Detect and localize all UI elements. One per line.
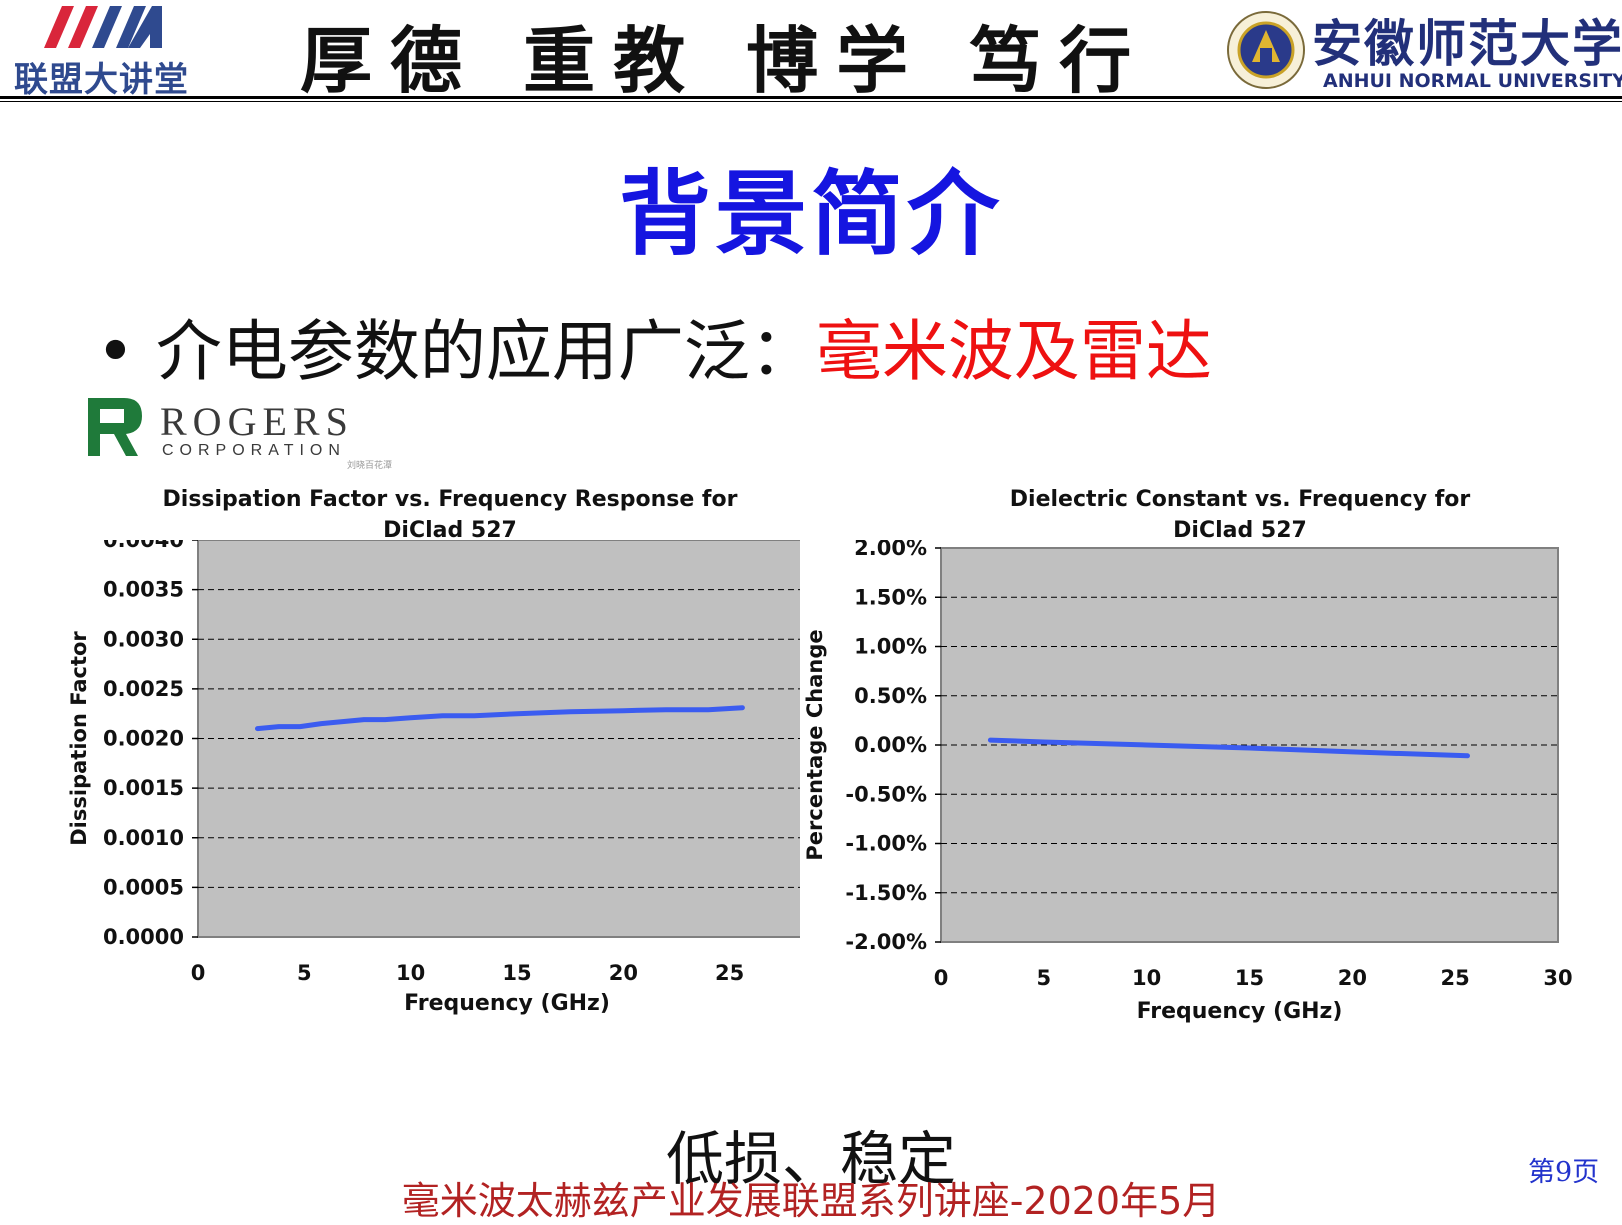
chart1-y-tick-label: 0.0035 bbox=[103, 578, 184, 602]
chart2-y-tick-label: 0.50% bbox=[854, 684, 927, 708]
chart2-title-line1: Dielectric Constant vs. Frequency for bbox=[1009, 487, 1471, 512]
chart2-series-line bbox=[987, 737, 1470, 759]
rogers-logo-icon bbox=[88, 398, 142, 457]
chart2-y-tick-label: -1.00% bbox=[845, 832, 927, 856]
chart2-y-tick-label: 0.00% bbox=[854, 733, 927, 757]
page-number: 第9页 bbox=[1528, 1157, 1600, 1188]
chart1-x-tick-label: 10 bbox=[396, 961, 425, 985]
chart2-y-tick-label: -0.50% bbox=[845, 782, 927, 806]
org-name: 联盟大讲堂 bbox=[14, 60, 189, 100]
chart2-x-tick-label: 0 bbox=[934, 966, 949, 990]
chart1-x-tick-label: 15 bbox=[502, 961, 531, 985]
footer-series: 毫米波太赫兹产业发展联盟系列讲座-2020年5月 bbox=[401, 1179, 1221, 1223]
chart2-y-tick-label: 1.00% bbox=[854, 635, 927, 659]
bullet-dot-icon: • bbox=[96, 313, 156, 390]
chart2-x-tick-label: 5 bbox=[1037, 966, 1052, 990]
university-seal-icon bbox=[1227, 11, 1305, 89]
chart2-y-axis-label: Percentage Change bbox=[803, 629, 827, 860]
chart2-x-tick-label: 25 bbox=[1441, 966, 1470, 990]
bottom-note: 低损、稳定 bbox=[665, 1125, 956, 1193]
chart1-x-tick-label: 0 bbox=[191, 961, 206, 985]
chart2-y-tick-label: -2.00% bbox=[845, 930, 927, 954]
chart2-y-tick-label: -1.50% bbox=[845, 881, 927, 905]
chart1-x-axis-label: Frequency (GHz) bbox=[404, 991, 610, 1016]
chart1-plot: 0.0040 0.0035 0.0030 0.0025 0.0020 0.0015 0.00… bbox=[67, 540, 800, 1016]
bullet-highlight: 毫米波及雷达 bbox=[815, 313, 1212, 390]
bullet-point: • 介电参数的应用广泛：毫米波及雷达 bbox=[96, 298, 1212, 394]
chart2-x-tick-label: 15 bbox=[1235, 966, 1264, 990]
chart1-title: Dissipation Factor vs. Frequency Respons… bbox=[150, 484, 750, 546]
chart1-title-line2: DiClad 527 bbox=[383, 518, 517, 543]
chart1-title-line1: Dissipation Factor vs. Frequency Respons… bbox=[162, 487, 738, 512]
chart1-y-tick-label: 0.0030 bbox=[103, 627, 184, 651]
university-name-en: ANHUI NORMAL UNIVERSITY bbox=[1323, 70, 1622, 92]
chart2-plot: 2.00% 1.50% 1.00% 0.50% 0.00% -0.50% -1.00% -1.… bbox=[803, 540, 1573, 1024]
chart2-x-tick-label: 30 bbox=[1543, 966, 1572, 990]
chart1-y-tick-label: 0.0025 bbox=[103, 677, 184, 701]
header-divider bbox=[0, 96, 1622, 99]
chart1-y-tick-label: 0.0010 bbox=[103, 826, 184, 850]
chart1-x-tick-label: 20 bbox=[609, 961, 638, 985]
chart1-y-tick-label: 0.0015 bbox=[103, 776, 184, 800]
university-motto: 厚德 重教 博学 笃行 bbox=[300, 18, 1150, 103]
slide-title: 背景简介 bbox=[618, 161, 1003, 268]
chart1-y-tick-label: 0.0020 bbox=[103, 727, 184, 751]
chart2-title: Dielectric Constant vs. Frequency for Di… bbox=[940, 484, 1540, 546]
chart2-y-tick-label: 2.00% bbox=[854, 540, 927, 560]
chart2-y-tick-label: 1.50% bbox=[854, 585, 927, 609]
rogers-brand-name: ROGERS bbox=[160, 399, 354, 444]
header-divider-thin bbox=[0, 101, 1622, 102]
chart1-x-tick-label: 25 bbox=[715, 961, 744, 985]
bullet-text: 介电参数的应用广泛： bbox=[155, 313, 816, 390]
chart1-series-line bbox=[255, 705, 745, 732]
nta-logo-icon bbox=[44, 6, 162, 48]
university-name-cn: 安徽师范大学 bbox=[1312, 14, 1622, 73]
chart1-x-tick-label: 5 bbox=[297, 961, 312, 985]
chart2-title-line2: DiClad 527 bbox=[1173, 518, 1307, 543]
chart1-y-tick-label: 0.0040 bbox=[103, 540, 184, 552]
watermark: 刘晓百花潭 bbox=[347, 461, 393, 471]
chart1-y-axis-label: Dissipation Factor bbox=[67, 631, 91, 846]
chart2-x-tick-label: 20 bbox=[1338, 966, 1367, 990]
chart2-x-tick-label: 10 bbox=[1132, 966, 1161, 990]
rogers-brand-sub: CORPORATION bbox=[162, 442, 346, 459]
chart1-y-tick-label: 0.0005 bbox=[103, 875, 184, 899]
chart2-x-axis-label: Frequency (GHz) bbox=[1137, 999, 1343, 1024]
chart1-y-tick-label: 0.0000 bbox=[103, 925, 184, 949]
